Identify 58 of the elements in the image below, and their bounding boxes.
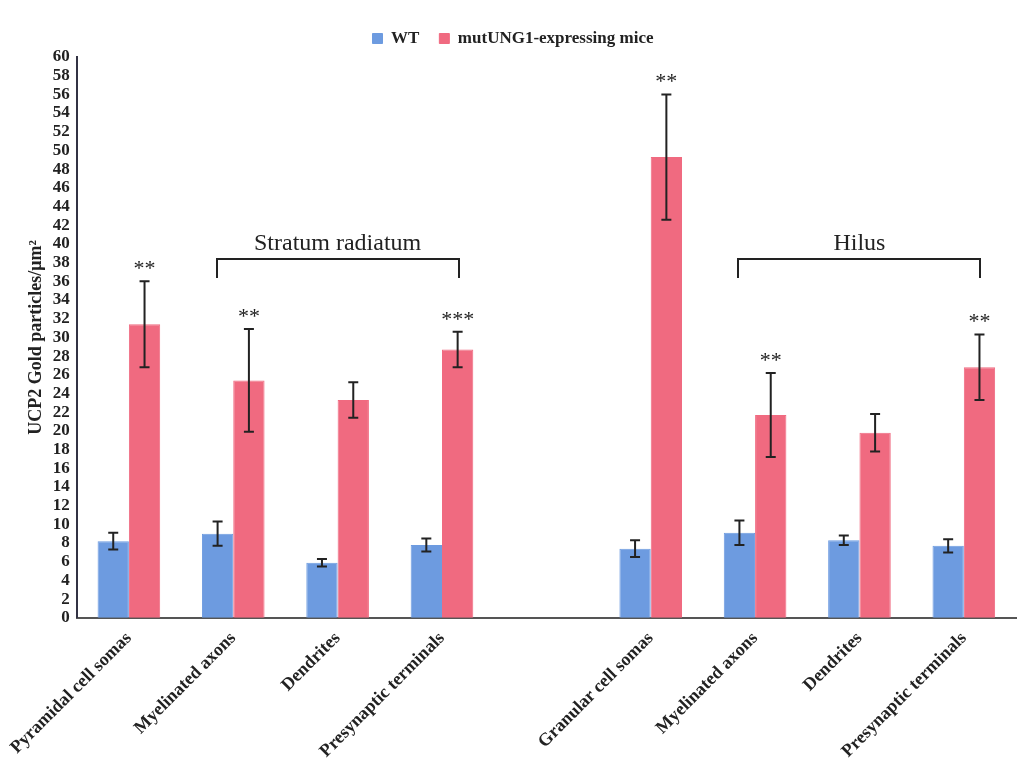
legend-label: WT (391, 27, 421, 47)
y-tick-label: 36 (52, 270, 70, 290)
y-tick-label: 46 (52, 177, 70, 197)
y-tick-label: 10 (52, 513, 70, 533)
annotation: Stratum radiatum (253, 229, 422, 256)
y-tick-label: 54 (52, 102, 71, 122)
y-tick-label: 24 (52, 382, 71, 402)
bar (97, 541, 129, 618)
y-tick-label: 44 (52, 195, 71, 215)
annotation: ** (237, 302, 260, 328)
bar (828, 540, 860, 618)
annotation: *** (441, 305, 475, 331)
y-axis-title: UCP2 Gold particles/μm² (24, 240, 45, 435)
bar (306, 562, 338, 618)
bar (650, 157, 683, 618)
y-tick-label: 20 (52, 420, 70, 440)
bar (723, 532, 756, 618)
y-tick-label: 48 (52, 158, 70, 178)
bar (128, 324, 161, 618)
y-tick-label: 50 (52, 139, 70, 159)
y-tick-label: 6 (61, 551, 70, 571)
bar (441, 349, 474, 618)
legend-label: mutUNG1-expressing mice (457, 27, 654, 47)
annotation: ** (655, 68, 678, 94)
y-tick-label: 26 (52, 364, 70, 384)
y-tick-label: 4 (61, 569, 71, 589)
bar (963, 367, 996, 618)
bar (337, 400, 369, 618)
bar (859, 432, 891, 618)
y-tick-label: 28 (52, 345, 70, 365)
y-tick-label: 22 (52, 401, 70, 421)
y-tick-label: 2 (61, 588, 70, 608)
y-tick-label: 42 (52, 214, 70, 234)
bar (619, 548, 651, 618)
bar (233, 380, 265, 618)
y-tick-label: 60 (52, 46, 70, 66)
bar (932, 545, 964, 618)
y-tick-label: 30 (52, 326, 70, 346)
bar (755, 415, 787, 618)
y-tick-label: 38 (52, 252, 70, 272)
y-tick-label: 8 (61, 532, 70, 552)
y-tick-label: 32 (52, 308, 70, 328)
y-tick-label: 52 (52, 121, 70, 141)
y-tick-label: 12 (52, 495, 70, 515)
y-tick-label: 58 (52, 65, 70, 85)
annotation: ** (968, 308, 991, 334)
y-tick-label: 40 (52, 233, 70, 253)
bar (410, 544, 442, 618)
bar (201, 533, 234, 618)
y-tick-label: 0 (61, 607, 70, 627)
y-tick-label: 16 (52, 457, 70, 477)
y-tick-label: 18 (52, 438, 70, 458)
annotation: ** (759, 346, 782, 372)
annotation: ** (133, 255, 156, 281)
y-tick-label: 34 (52, 289, 71, 309)
annotation: Hilus (833, 229, 886, 256)
y-tick-label: 14 (52, 476, 71, 496)
y-tick-label: 56 (52, 83, 70, 103)
